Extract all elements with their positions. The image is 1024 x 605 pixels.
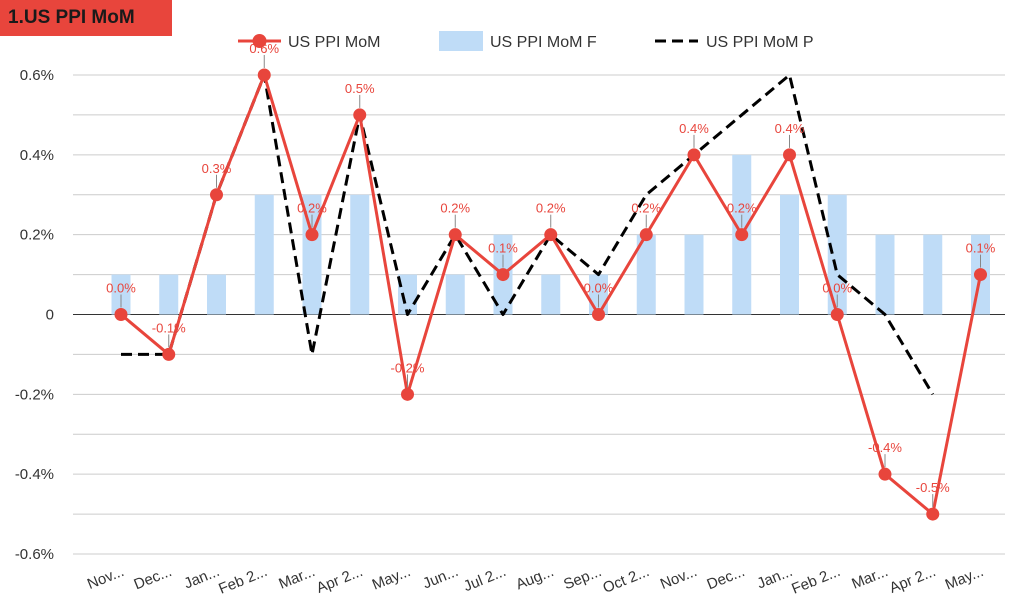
y-tick-label: 0.2% (20, 227, 54, 244)
data-label: 0.3% (202, 161, 232, 176)
data-point (544, 228, 558, 242)
data-label: -0.4% (868, 440, 902, 455)
data-label: 0.2% (536, 201, 566, 216)
data-label: 0.5% (345, 81, 375, 96)
data-label: 0.4% (679, 121, 709, 136)
data-point (210, 188, 223, 202)
data-point (448, 228, 462, 242)
legend-item-us-ppi-mom[interactable]: US PPI MoM (238, 34, 380, 51)
bar (923, 234, 943, 315)
bar (541, 274, 561, 315)
data-point (878, 467, 892, 481)
bar (636, 234, 656, 315)
data-point (926, 507, 940, 521)
data-point (735, 228, 749, 242)
legend-label-us-ppi-mom-f: US PPI MoM F (490, 34, 597, 51)
data-label: 0.4% (775, 121, 805, 136)
data-point (592, 308, 605, 321)
x-tick-label: May... (370, 563, 413, 594)
data-point (162, 347, 176, 361)
data-point (974, 268, 987, 282)
data-label: 0.1% (488, 241, 518, 256)
x-tick-label: Oct 2... (601, 563, 652, 597)
grid-lines (73, 74, 1005, 555)
x-tick-label: Apr 2... (314, 563, 365, 597)
legend-item-us-ppi-mom-p[interactable]: US PPI MoM P (655, 34, 814, 51)
data-point (783, 148, 796, 162)
x-tick-label: Jul 2... (461, 563, 508, 595)
x-tick-label: Mar... (276, 563, 317, 593)
data-label: -0.2% (391, 360, 425, 375)
data-label: 0.2% (727, 201, 757, 216)
bar (780, 194, 799, 315)
line-us-ppi-mom (114, 68, 987, 521)
bar (875, 234, 895, 315)
data-labels: 0.0%-0.1%0.3%0.6%0.2%0.5%-0.2%0.2%0.1%0.… (106, 41, 996, 508)
legend: US PPI MoM US PPI MoM F US PPI MoM P (238, 31, 814, 51)
y-tick-label: 0.6% (20, 67, 54, 84)
x-tick-label: Feb 2... (216, 563, 270, 598)
data-label: 0.0% (106, 281, 136, 296)
data-label: 0.2% (440, 201, 470, 216)
bar (445, 274, 465, 315)
bar (827, 194, 847, 315)
data-label: 0.1% (966, 241, 996, 256)
bar (398, 274, 417, 315)
data-point (114, 308, 128, 321)
data-point (830, 308, 844, 321)
data-point (353, 108, 367, 122)
chart-title: 1.US PPI MoM (0, 0, 172, 36)
legend-label-us-ppi-mom-p: US PPI MoM P (706, 34, 814, 51)
data-point (687, 148, 701, 162)
x-tick-label: Apr 2... (887, 563, 938, 597)
bar (207, 274, 226, 315)
data-label: -0.5% (916, 480, 950, 495)
x-tick-label: Jan... (755, 563, 795, 593)
x-tick-label: Nov... (85, 563, 127, 593)
y-tick-label: -0.2% (15, 386, 54, 403)
data-point (257, 68, 271, 82)
bars-us-ppi-mom-f (111, 154, 990, 315)
y-tick-label: 0 (46, 307, 54, 324)
y-tick-label: 0.4% (20, 147, 54, 164)
data-label: 0.0% (584, 281, 614, 296)
data-label: 0.2% (297, 201, 327, 216)
x-tick-label: Dec... (132, 563, 175, 593)
bar (684, 234, 704, 315)
legend-item-us-ppi-mom-f[interactable]: US PPI MoM F (439, 31, 597, 51)
data-point (639, 228, 653, 242)
x-tick-label: Jun... (420, 563, 460, 593)
bar (159, 274, 179, 315)
x-tick-label: Aug... (514, 563, 557, 593)
x-axis-ticks: Nov... Dec... Jan...Feb 2... Mar...Apr 2...… (85, 563, 986, 598)
data-label: -0.1% (152, 320, 186, 335)
data-point (305, 228, 319, 242)
y-tick-label: -0.6% (15, 546, 54, 563)
bar (350, 194, 370, 315)
x-tick-label: May... (943, 563, 986, 594)
data-point (401, 387, 414, 401)
legend-label-us-ppi-mom: US PPI MoM (288, 34, 380, 51)
x-tick-label: Dec... (705, 563, 748, 593)
x-tick-label: Mar... (849, 563, 890, 593)
data-label: 0.2% (631, 201, 661, 216)
x-tick-label: Jan... (182, 563, 222, 593)
data-label: 0.0% (822, 281, 852, 296)
x-tick-label: Nov... (658, 563, 700, 593)
x-tick-label: Feb 2... (789, 563, 843, 598)
y-axis-ticks: 0.6% 0.4% 0.2% 0 -0.2% -0.4% -0.6% (15, 67, 54, 563)
bar (254, 194, 274, 315)
x-tick-label: Sep... (561, 563, 604, 593)
data-point (496, 268, 510, 282)
y-tick-label: -0.4% (15, 466, 54, 483)
